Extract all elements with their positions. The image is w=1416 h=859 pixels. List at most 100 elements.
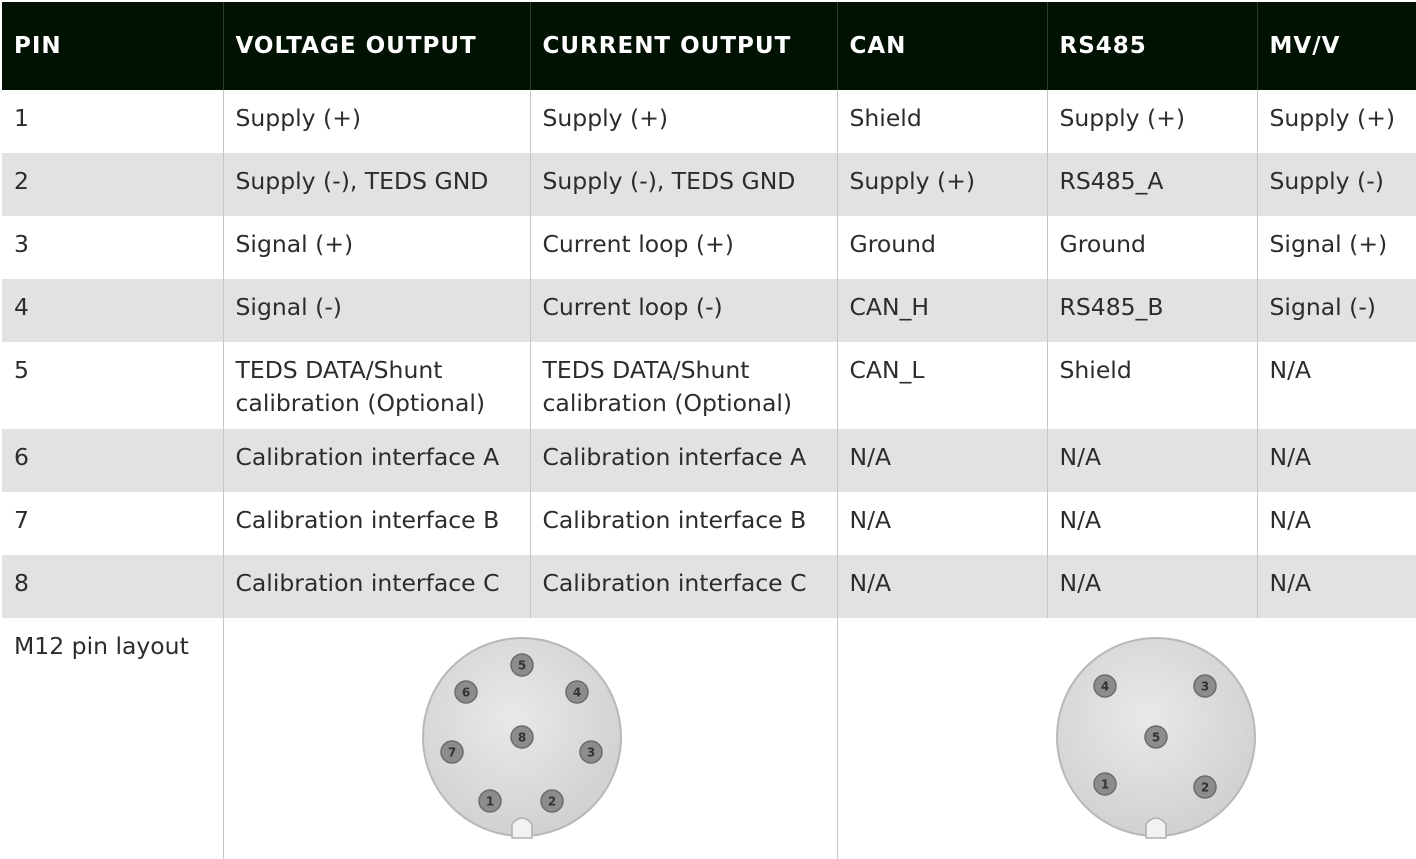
table-row: 6 Calibration interface A Calibration in… [2, 429, 1416, 492]
eight-pin-connector-cell: 5 6 4 8 7 3 1 2 [222, 618, 837, 859]
pin-4: 4 [564, 680, 589, 704]
can-cell: CAN_H [836, 279, 1047, 342]
svg-text:6: 6 [461, 686, 469, 700]
voltage-output-cell: Supply (-), TEDS GND [222, 153, 530, 216]
voltage-output-cell: Calibration interface A [222, 429, 530, 492]
table-row: 7 Calibration interface B Calibration in… [2, 492, 1416, 555]
pin-1: 1 [477, 789, 502, 813]
svg-text:1: 1 [1100, 778, 1108, 792]
pin-5: 5 [509, 653, 534, 677]
mv-v-cell: N/A [1256, 429, 1416, 492]
pin-1: 1 [1092, 772, 1117, 796]
can-cell: N/A [836, 492, 1047, 555]
pin-8: 8 [509, 725, 534, 749]
table-row: 8 Calibration interface C Calibration in… [2, 555, 1416, 618]
rs485-cell: Ground [1046, 216, 1257, 279]
rs485-cell: N/A [1046, 429, 1257, 492]
voltage-output-cell: Signal (-) [222, 279, 530, 342]
mv-v-cell: Signal (+) [1256, 216, 1416, 279]
pin-number: 5 [14, 356, 29, 384]
svg-text:4: 4 [572, 686, 580, 700]
can-cell: N/A [836, 555, 1047, 618]
svg-text:7: 7 [447, 746, 455, 760]
current-output-cell: TEDS DATA/Shunt calibration (Optional) [529, 342, 837, 429]
table-row: 5 TEDS DATA/Shunt calibration (Optional)… [2, 342, 1416, 429]
header-rs485: RS485 [1046, 2, 1257, 90]
header-pin: PIN [2, 2, 223, 90]
voltage-output-cell: TEDS DATA/Shunt calibration (Optional) [222, 342, 530, 429]
header-can: CAN [836, 2, 1047, 90]
pin-layout-row: M12 pin layout 5 6 4 [2, 618, 1416, 859]
current-output-cell: Calibration interface B [529, 492, 837, 555]
pin-7: 7 [439, 740, 464, 764]
mv-v-cell: Supply (-) [1256, 153, 1416, 216]
pin-3: 3 [1192, 674, 1217, 698]
mv-v-cell: N/A [1256, 555, 1416, 618]
mv-v-cell: N/A [1256, 492, 1416, 555]
can-cell: N/A [836, 429, 1047, 492]
rs485-cell: Shield [1046, 342, 1257, 429]
current-output-cell: Calibration interface C [529, 555, 837, 618]
pin-2: 2 [539, 789, 564, 813]
header-mv-v: MV/V [1256, 2, 1416, 90]
rs485-cell: N/A [1046, 555, 1257, 618]
mv-v-cell: N/A [1256, 342, 1416, 429]
svg-text:2: 2 [547, 795, 555, 809]
m12-8-pin-connector-icon: 5 6 4 8 7 3 1 2 [421, 637, 622, 839]
pin-number: 4 [2, 279, 223, 342]
table-row: 3 Signal (+) Current loop (+) Ground Gro… [2, 216, 1416, 279]
svg-text:5: 5 [1151, 731, 1159, 745]
rs485-cell: RS485_B [1046, 279, 1257, 342]
current-output-cell: Supply (-), TEDS GND [529, 153, 837, 216]
current-output-cell: Current loop (-) [529, 279, 837, 342]
pin-2: 2 [1192, 775, 1217, 799]
m12-5-pin-connector-icon: 4 3 5 1 2 [1055, 637, 1256, 839]
current-output-cell: Current loop (+) [529, 216, 837, 279]
svg-text:4: 4 [1100, 680, 1108, 694]
rs485-cell: Supply (+) [1046, 90, 1257, 153]
connector-key-notch [510, 817, 533, 839]
table-row: 2 Supply (-), TEDS GND Supply (-), TEDS … [2, 153, 1416, 216]
svg-text:1: 1 [485, 795, 493, 809]
rs485-cell: N/A [1046, 492, 1257, 555]
voltage-output-cell: Calibration interface C [222, 555, 530, 618]
can-cell: Ground [836, 216, 1047, 279]
pin-3: 3 [578, 740, 603, 764]
voltage-output-cell: Calibration interface B [222, 492, 530, 555]
header-voltage-output: VOLTAGE OUTPUT [222, 2, 530, 90]
pin-number: 6 [2, 429, 223, 492]
table-row: 4 Signal (-) Current loop (-) CAN_H RS48… [2, 279, 1416, 342]
pin-layout-label: M12 pin layout [14, 632, 189, 660]
svg-text:5: 5 [517, 659, 525, 673]
pin-number: 1 [14, 104, 29, 132]
pin-6: 6 [453, 680, 478, 704]
svg-text:3: 3 [1200, 680, 1208, 694]
m12-5-pin-connector-diagram: 4 3 5 1 2 [1055, 634, 1260, 840]
connector-key-notch [1144, 817, 1167, 839]
svg-text:3: 3 [586, 746, 594, 760]
pin-4: 4 [1092, 674, 1117, 698]
mv-v-cell: Signal (-) [1256, 279, 1416, 342]
can-cell: Supply (+) [836, 153, 1047, 216]
can-cell: CAN_L [836, 342, 1047, 429]
header-current-output: CURRENT OUTPUT [529, 2, 837, 90]
mv-v-cell: Supply (+) [1256, 90, 1416, 153]
can-cell: Shield [836, 90, 1047, 153]
table-row: 1 Supply (+) Supply (+) Shield Supply (+… [2, 90, 1416, 153]
pin-number: 2 [2, 153, 223, 216]
m12-8-pin-connector-diagram: 5 6 4 8 7 3 1 2 [421, 634, 626, 840]
pin-number: 8 [2, 555, 223, 618]
header-row: PIN VOLTAGE OUTPUT CURRENT OUTPUT CAN RS… [2, 2, 1416, 90]
five-pin-connector-cell: 4 3 5 1 2 [836, 618, 1416, 859]
voltage-output-cell: Signal (+) [222, 216, 530, 279]
current-output-cell: Calibration interface A [529, 429, 837, 492]
pin-number: 3 [14, 230, 29, 258]
svg-text:8: 8 [517, 731, 525, 745]
pin-5: 5 [1143, 725, 1168, 749]
svg-text:2: 2 [1200, 781, 1208, 795]
current-output-cell: Supply (+) [529, 90, 837, 153]
rs485-cell: RS485_A [1046, 153, 1257, 216]
pin-number: 7 [14, 506, 29, 534]
voltage-output-cell: Supply (+) [222, 90, 530, 153]
